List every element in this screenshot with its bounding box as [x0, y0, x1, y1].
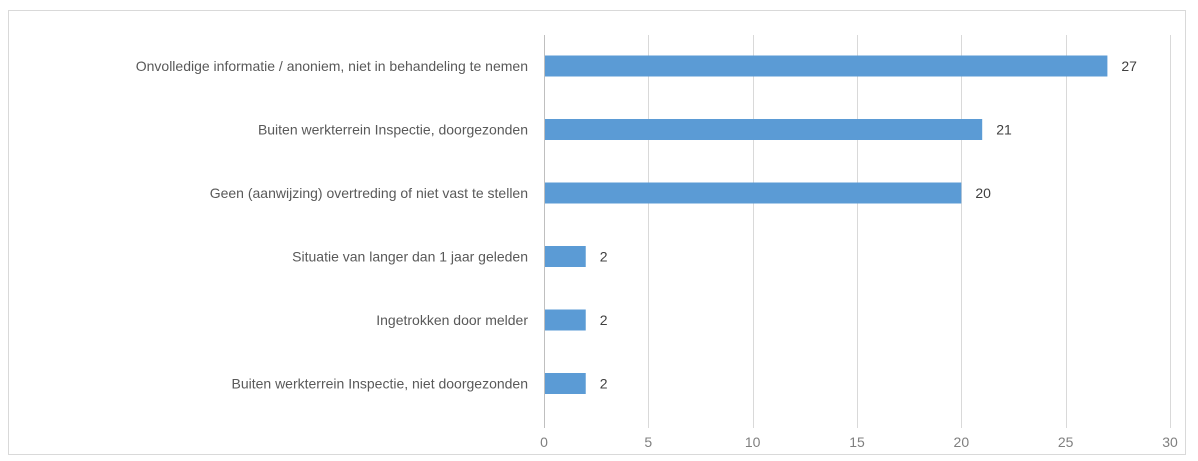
data-label: 2: [600, 249, 608, 265]
x-tick-label: 10: [745, 434, 761, 450]
category-label: Buiten werkterrein Inspectie, niet doorg…: [231, 376, 528, 392]
x-tick-label: 15: [849, 434, 865, 450]
x-tick-label: 30: [1162, 434, 1178, 450]
data-label: 27: [1121, 58, 1137, 74]
category-label: Ingetrokken door melder: [376, 312, 528, 328]
bar: [545, 119, 983, 140]
data-label: 2: [600, 376, 608, 392]
chart-frame: [8, 10, 1186, 455]
category-label: Onvolledige informatie / anoniem, niet i…: [136, 58, 528, 74]
data-label: 20: [975, 185, 991, 201]
category-label: Geen (aanwijzing) overtreding of niet va…: [210, 185, 528, 201]
data-label: 2: [600, 312, 608, 328]
bar: [545, 309, 586, 331]
bar: [545, 373, 586, 394]
x-tick-label: 25: [1058, 434, 1074, 450]
category-label: Situatie van langer dan 1 jaar geleden: [292, 249, 528, 265]
bar: [545, 55, 1108, 77]
category-label: Buiten werkterrein Inspectie, doorgezond…: [258, 122, 528, 138]
bar: [545, 182, 962, 204]
bar: [545, 246, 586, 267]
x-tick-label: 5: [644, 434, 652, 450]
x-tick-label: 20: [954, 434, 970, 450]
data-label: 21: [996, 122, 1012, 138]
x-tick-label: 0: [540, 434, 548, 450]
